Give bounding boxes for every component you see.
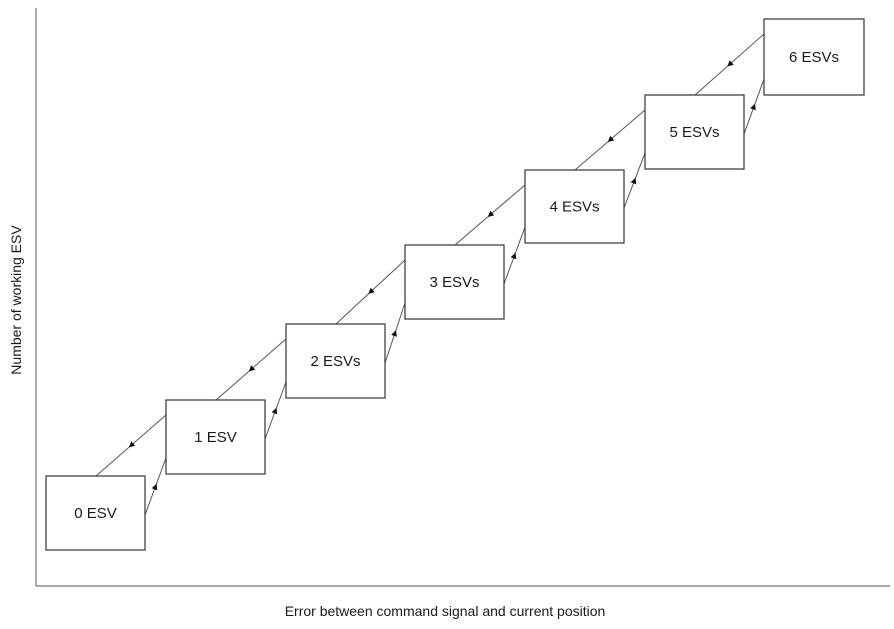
state-label: 1 ESV	[194, 429, 237, 446]
state-box-3: 3 ESVs	[404, 244, 505, 320]
state-box-6: 6 ESVs	[763, 18, 865, 96]
state-boxes: 0 ESV 1 ESV 2 ESVs 3 ESVs 4 ESVs 5 ESVs 6 ESVs	[45, 18, 865, 551]
state-label: 4 ESVs	[549, 199, 599, 216]
decrease-arrow-icon	[727, 60, 734, 67]
decrease-arrow-icon	[487, 210, 495, 217]
decrease-arrow-icon	[368, 287, 375, 295]
y-axis-label: Number of working ESV	[8, 225, 24, 375]
state-box-frame	[763, 18, 865, 96]
state-box-frame	[524, 169, 625, 244]
state-box-5: 5 ESVs	[644, 94, 745, 170]
state-box-frame	[404, 244, 505, 320]
transition-arrows	[128, 60, 756, 491]
state-box-2: 2 ESVs	[285, 323, 386, 399]
state-label: 0 ESV	[74, 505, 117, 522]
increase-arrow-icon	[391, 330, 397, 337]
decrease-arrow-icon	[128, 441, 136, 448]
state-box-frame	[45, 475, 146, 551]
increase-arrow-icon	[630, 177, 637, 185]
state-box-4: 4 ESVs	[524, 169, 625, 244]
increase-arrow-icon	[151, 483, 158, 491]
state-label: 3 ESVs	[429, 274, 479, 291]
increase-arrow-icon	[271, 407, 278, 415]
state-box-frame	[165, 399, 266, 475]
state-box-1: 1 ESV	[165, 399, 266, 475]
state-box-frame	[285, 323, 386, 399]
x-axis-label: Error between command signal and current…	[285, 603, 606, 619]
state-box-0: 0 ESV	[45, 475, 146, 551]
state-label: 5 ESVs	[669, 124, 719, 141]
state-label: 2 ESVs	[310, 353, 360, 370]
increase-arrow-icon	[750, 103, 756, 111]
state-label: 6 ESVs	[789, 49, 839, 66]
decrease-arrow-icon	[248, 365, 256, 372]
decrease-arrow-icon	[607, 135, 615, 142]
state-box-frame	[644, 94, 745, 170]
increase-arrow-icon	[510, 252, 517, 260]
